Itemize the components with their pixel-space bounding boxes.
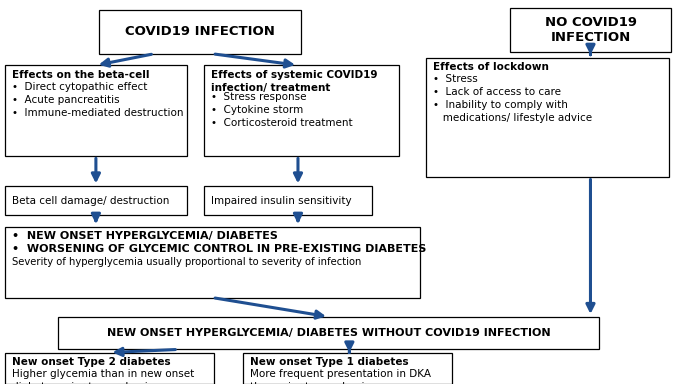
FancyBboxPatch shape bbox=[99, 10, 301, 54]
FancyBboxPatch shape bbox=[426, 58, 669, 177]
Text: Severity of hyperglycemia usually proportional to severity of infection: Severity of hyperglycemia usually propor… bbox=[12, 257, 362, 266]
Text: •  Direct cytopathic effect
•  Acute pancreatitis
•  Immune-mediated destruction: • Direct cytopathic effect • Acute pancr… bbox=[12, 82, 184, 118]
Text: •  WORSENING OF GLYCEMIC CONTROL IN PRE-EXISTING DIABETES: • WORSENING OF GLYCEMIC CONTROL IN PRE-E… bbox=[12, 244, 427, 254]
Text: Effects of systemic COVID19
infection/ treatment: Effects of systemic COVID19 infection/ t… bbox=[211, 70, 377, 93]
FancyBboxPatch shape bbox=[204, 186, 372, 215]
Text: •  Stress
•  Lack of access to care
•  Inability to comply with
   medications/ : • Stress • Lack of access to care • Inab… bbox=[433, 74, 592, 122]
Text: COVID19 INFECTION: COVID19 INFECTION bbox=[125, 25, 275, 38]
Text: New onset Type 1 diabetes: New onset Type 1 diabetes bbox=[250, 357, 409, 367]
FancyBboxPatch shape bbox=[5, 227, 420, 298]
Text: Impaired insulin sensitivity: Impaired insulin sensitivity bbox=[211, 195, 351, 206]
FancyBboxPatch shape bbox=[204, 65, 399, 156]
Text: NEW ONSET HYPERGLYCEMIA/ DIABETES WITHOUT COVID19 INFECTION: NEW ONSET HYPERGLYCEMIA/ DIABETES WITHOU… bbox=[107, 328, 551, 338]
Text: Higher glycemia than in new onset
diabetes prior to pandemic: Higher glycemia than in new onset diabet… bbox=[12, 369, 195, 384]
Text: NO COVID19
INFECTION: NO COVID19 INFECTION bbox=[545, 16, 637, 44]
FancyBboxPatch shape bbox=[243, 353, 452, 384]
FancyBboxPatch shape bbox=[5, 353, 214, 384]
Text: Effects on the beta-cell: Effects on the beta-cell bbox=[12, 70, 150, 80]
Text: Effects of lockdown: Effects of lockdown bbox=[433, 62, 549, 72]
Text: Beta cell damage/ destruction: Beta cell damage/ destruction bbox=[12, 195, 170, 206]
Text: New onset Type 2 diabetes: New onset Type 2 diabetes bbox=[12, 357, 171, 367]
Text: •  Stress response
•  Cytokine storm
•  Corticosteroid treatment: • Stress response • Cytokine storm • Cor… bbox=[211, 92, 353, 127]
Text: More frequent presentation in DKA
than prior to pandemic: More frequent presentation in DKA than p… bbox=[250, 369, 431, 384]
FancyBboxPatch shape bbox=[58, 317, 599, 349]
FancyBboxPatch shape bbox=[5, 65, 187, 156]
FancyBboxPatch shape bbox=[510, 8, 671, 52]
Text: •  NEW ONSET HYPERGLYCEMIA/ DIABETES: • NEW ONSET HYPERGLYCEMIA/ DIABETES bbox=[12, 231, 278, 241]
FancyBboxPatch shape bbox=[5, 186, 187, 215]
